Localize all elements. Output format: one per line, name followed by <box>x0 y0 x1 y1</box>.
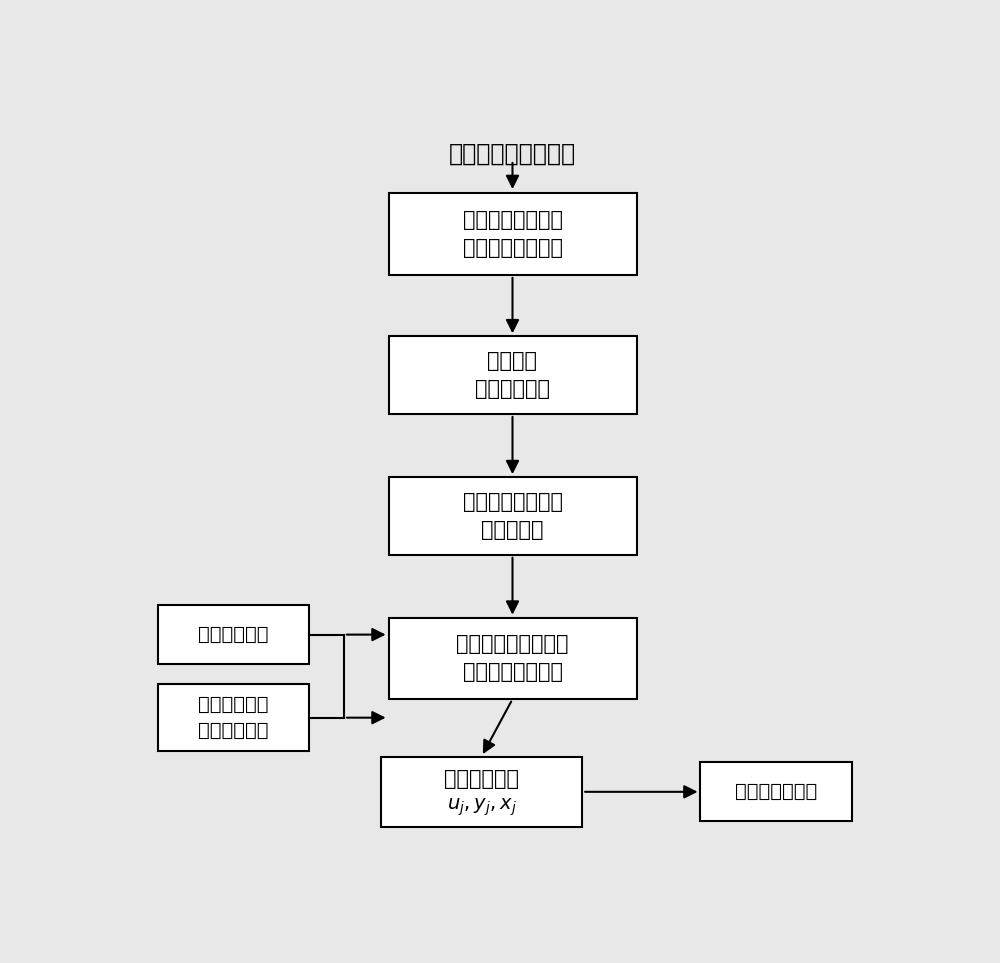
FancyBboxPatch shape <box>388 617 637 699</box>
FancyBboxPatch shape <box>381 757 582 827</box>
FancyBboxPatch shape <box>388 336 637 414</box>
Text: 变时间尺度优化问
题转换模块: 变时间尺度优化问 题转换模块 <box>462 492 562 540</box>
Text: $u_j,y_j,x_j$: $u_j,y_j,x_j$ <box>447 796 516 818</box>
FancyBboxPatch shape <box>388 477 637 555</box>
Text: 聚丙烯动态数
学模型求解器: 聚丙烯动态数 学模型求解器 <box>198 695 269 741</box>
Text: 双环管聚丙烯牌号
切换配方管理模块: 双环管聚丙烯牌号 切换配方管理模块 <box>462 210 562 258</box>
FancyBboxPatch shape <box>700 762 852 821</box>
FancyBboxPatch shape <box>158 605 309 664</box>
Text: 优化轨迹输出: 优化轨迹输出 <box>444 769 519 789</box>
FancyBboxPatch shape <box>388 194 637 275</box>
Text: 牌号切换
轨迹优化模型: 牌号切换 轨迹优化模型 <box>475 351 550 399</box>
Text: 下层控制器执行: 下层控制器执行 <box>735 782 817 801</box>
Text: 梯度计算模块: 梯度计算模块 <box>198 625 269 644</box>
FancyBboxPatch shape <box>158 685 309 751</box>
Text: 聚丙烯产品市场需求: 聚丙烯产品市场需求 <box>449 142 576 166</box>
Text: 非线性优化求解模块
（内点优化算法）: 非线性优化求解模块 （内点优化算法） <box>456 635 569 683</box>
